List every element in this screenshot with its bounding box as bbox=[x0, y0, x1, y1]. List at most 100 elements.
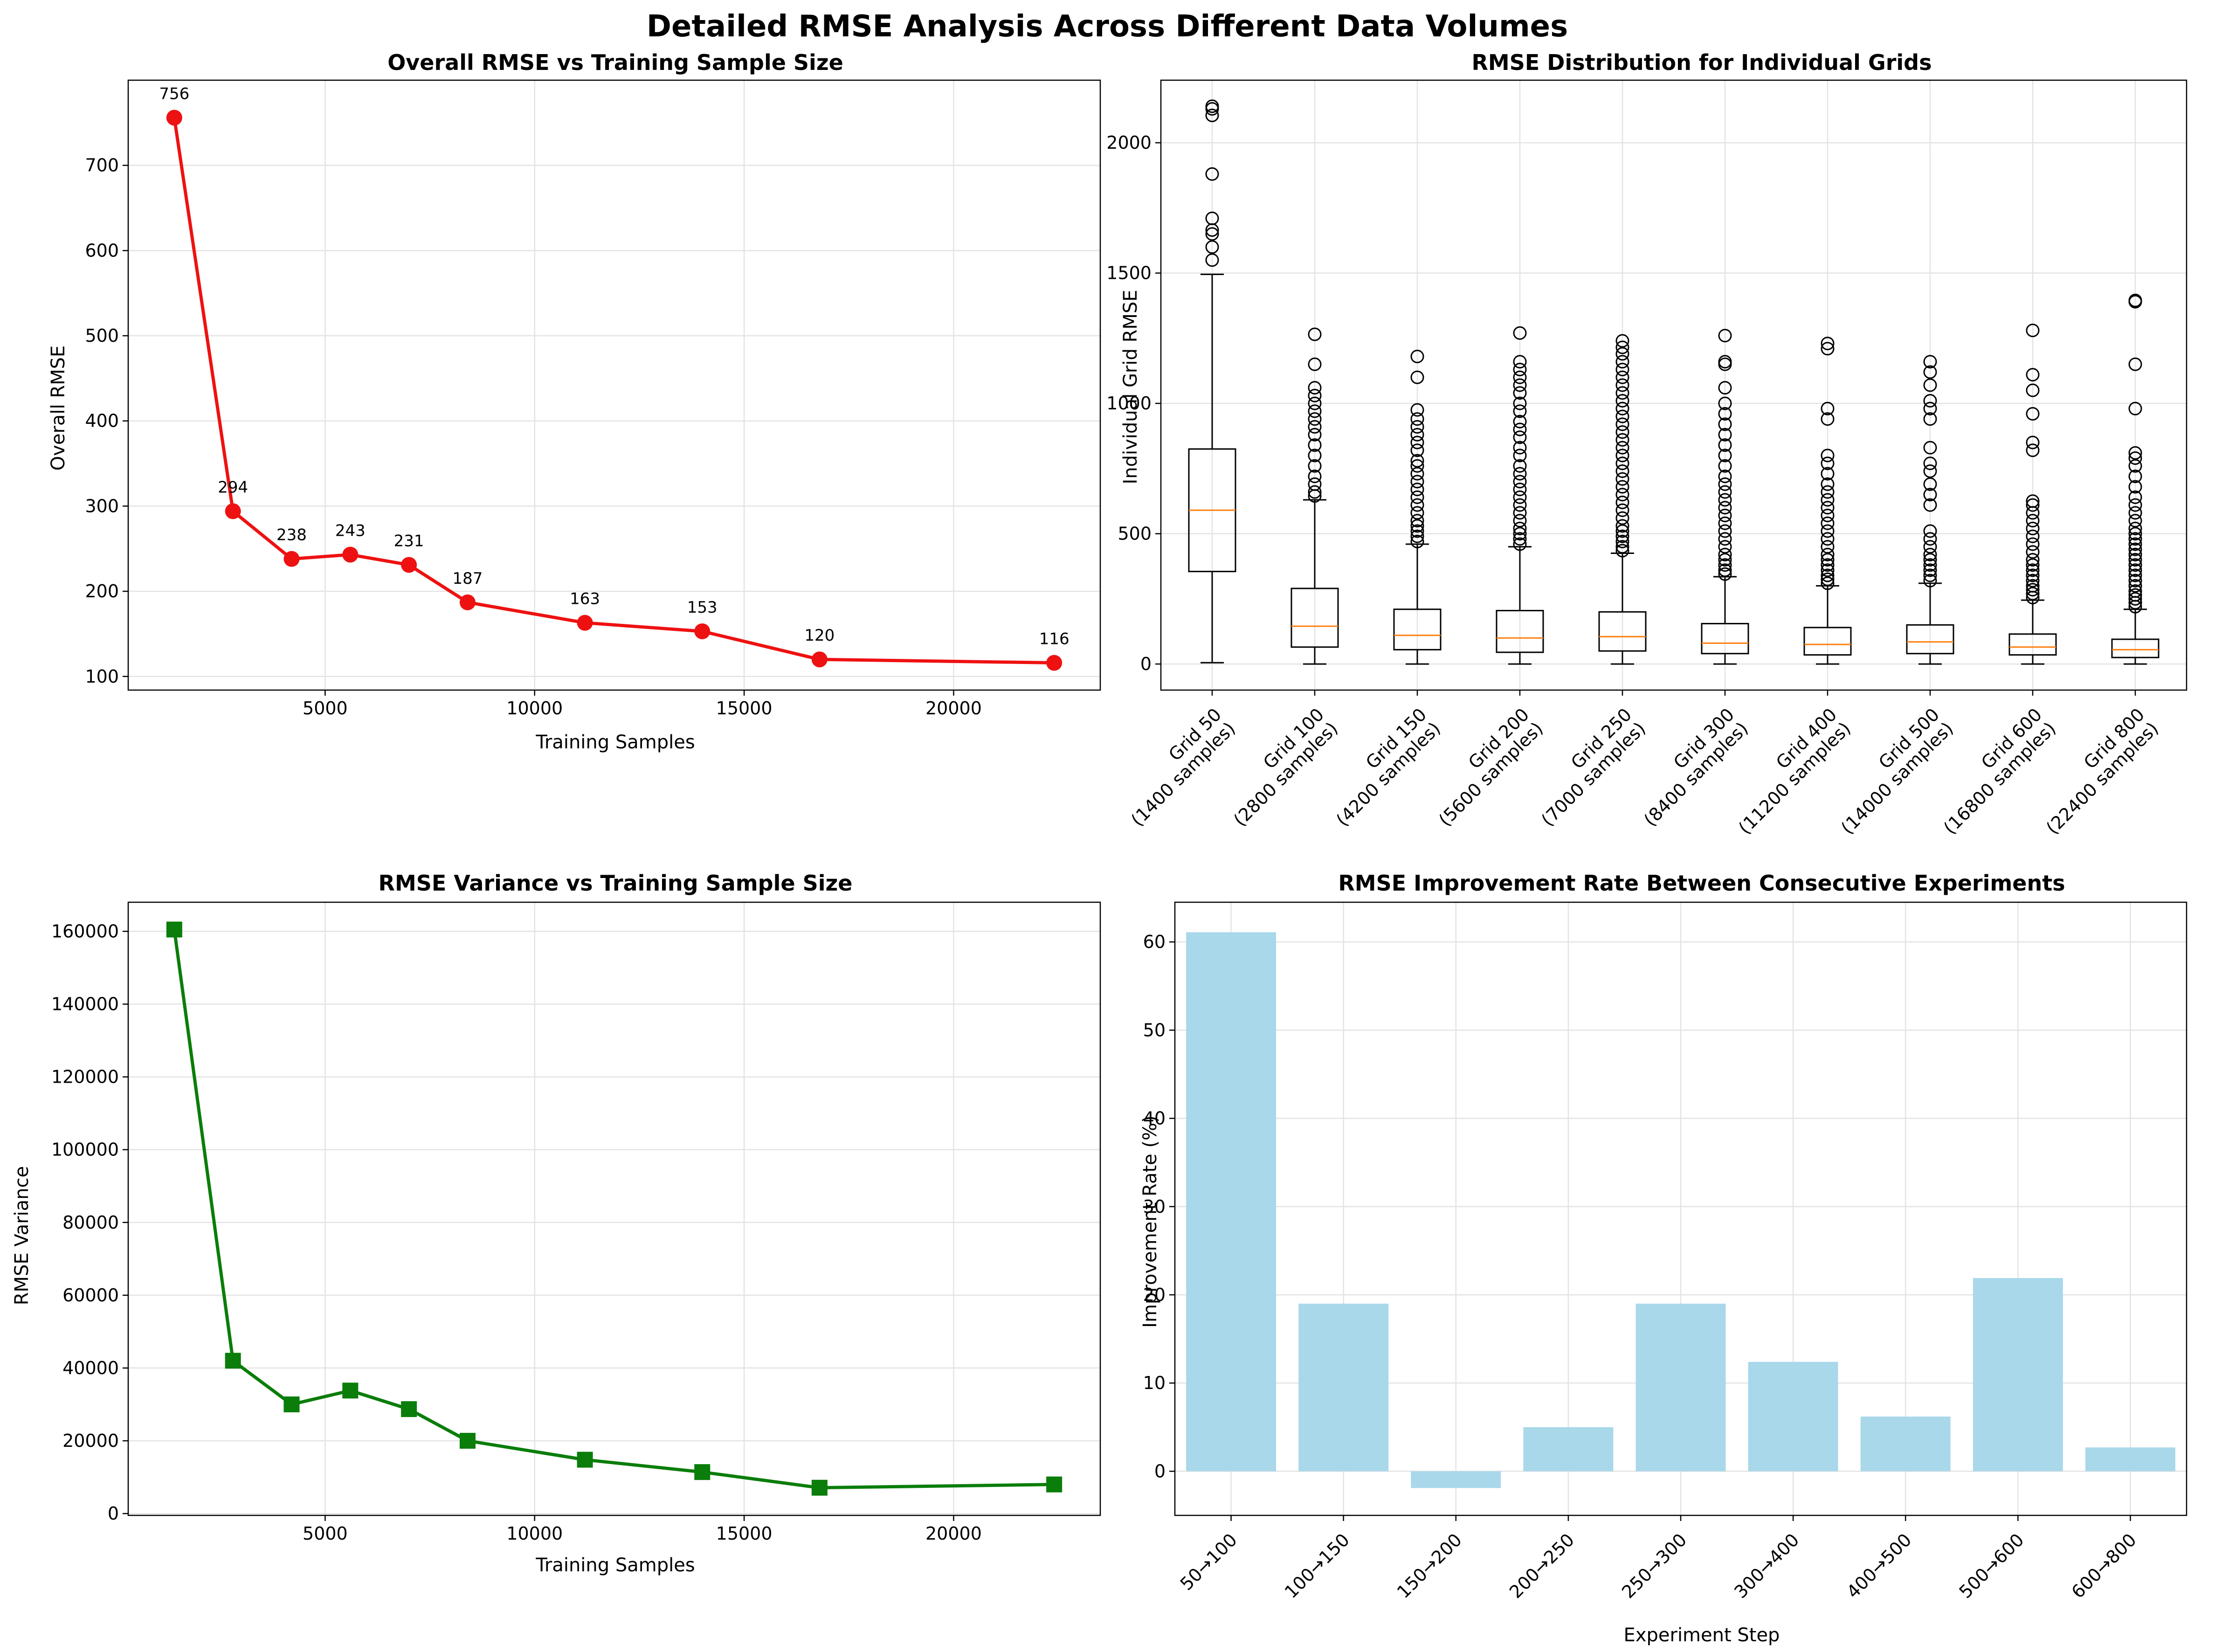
outlier-point bbox=[1923, 553, 1937, 567]
outlier-point bbox=[2128, 506, 2142, 520]
outlier-point bbox=[1821, 532, 1835, 546]
outlier-point bbox=[1513, 449, 1527, 463]
outlier-point bbox=[1923, 558, 1937, 572]
bar bbox=[1411, 1471, 1501, 1488]
outlier-point bbox=[1513, 415, 1527, 429]
x-tick-label: 20000 bbox=[925, 1523, 982, 1544]
outlier-point bbox=[1718, 516, 1732, 530]
outlier-point bbox=[2128, 547, 2142, 561]
outlier-point bbox=[1718, 547, 1732, 561]
outlier-point bbox=[1308, 357, 1322, 371]
outlier-point bbox=[1718, 417, 1732, 431]
y-tick-label: 0 bbox=[1140, 654, 1152, 674]
y-axis-label: Improvement Rate (%) bbox=[1139, 1115, 1161, 1327]
outlier-point bbox=[2026, 537, 2040, 551]
outlier-point bbox=[2026, 494, 2040, 508]
outlier-point bbox=[1410, 443, 1424, 457]
x-tick-label: 5000 bbox=[303, 1523, 348, 1544]
outlier-point bbox=[1513, 521, 1527, 535]
outlier-point bbox=[1513, 506, 1527, 520]
data-label: 294 bbox=[218, 478, 248, 497]
outlier-point bbox=[1308, 428, 1322, 442]
outlier-point bbox=[2128, 537, 2142, 551]
x-tick-label: 10000 bbox=[506, 1523, 563, 1544]
outlier-point bbox=[1821, 485, 1835, 499]
outlier-point bbox=[1923, 412, 1937, 426]
outlier-point bbox=[1615, 456, 1629, 470]
outlier-point bbox=[1513, 527, 1527, 541]
outlier-point bbox=[1718, 396, 1732, 410]
outlier-point bbox=[2026, 587, 2040, 601]
outlier-point bbox=[1513, 370, 1527, 384]
y-tick-label: 500 bbox=[85, 325, 119, 346]
y-tick-label: 120000 bbox=[51, 1067, 119, 1087]
y-tick-label: 2000 bbox=[1106, 132, 1152, 153]
outlier-point bbox=[1718, 355, 1732, 369]
iqr-box bbox=[2008, 633, 2057, 656]
y-tick-label: 20000 bbox=[62, 1431, 119, 1451]
outlier-point bbox=[2026, 545, 2040, 559]
y-tick-label: 200 bbox=[85, 581, 119, 601]
outlier-point bbox=[1410, 529, 1424, 543]
data-point bbox=[225, 1353, 241, 1369]
outlier-point bbox=[1821, 412, 1835, 426]
outlier-point bbox=[1410, 435, 1424, 449]
outlier-point bbox=[1718, 449, 1732, 463]
outlier-point bbox=[1410, 420, 1424, 434]
outlier-point bbox=[1821, 493, 1835, 507]
outlier-point bbox=[2026, 435, 2040, 449]
outlier-point bbox=[1615, 449, 1629, 463]
iqr-box bbox=[1290, 588, 1339, 648]
outlier-point bbox=[1923, 378, 1937, 392]
outlier-point bbox=[1308, 438, 1322, 452]
outlier-point bbox=[1615, 370, 1629, 384]
y-tick-label: 50 bbox=[1143, 1020, 1166, 1040]
outlier-point bbox=[2026, 383, 2040, 397]
outlier-point bbox=[2026, 579, 2040, 593]
outlier-point bbox=[1410, 506, 1424, 520]
outlier-point bbox=[1718, 501, 1732, 515]
chart-title: RMSE Improvement Rate Between Consecutiv… bbox=[1338, 871, 2065, 896]
outlier-point bbox=[1821, 524, 1835, 538]
outlier-point bbox=[1513, 532, 1527, 546]
iqr-box bbox=[2111, 638, 2160, 658]
outlier-point bbox=[1923, 441, 1937, 455]
outlier-point bbox=[1615, 401, 1629, 415]
data-label: 187 bbox=[452, 569, 483, 588]
data-point bbox=[1046, 655, 1063, 671]
outlier-point bbox=[1718, 567, 1732, 581]
outlier-point bbox=[1718, 428, 1732, 442]
x-axis-label: Experiment Step bbox=[1624, 1624, 1780, 1646]
outlier-point bbox=[1718, 524, 1732, 538]
outlier-point bbox=[2128, 553, 2142, 567]
rmse-variance-chart: RMSE Variance vs Training Sample Size Tr… bbox=[11, 871, 1101, 1576]
outlier-point bbox=[2128, 480, 2142, 494]
outlier-point bbox=[1308, 404, 1322, 418]
outlier-point bbox=[1821, 508, 1835, 522]
outlier-point bbox=[1513, 355, 1527, 369]
outlier-point bbox=[2128, 592, 2142, 606]
outlier-point bbox=[2128, 451, 2142, 465]
outlier-point bbox=[1615, 378, 1629, 392]
data-point bbox=[811, 651, 828, 668]
outlier-point bbox=[1410, 370, 1424, 384]
outlier-point bbox=[1205, 240, 1219, 254]
y-tick-label: 100000 bbox=[51, 1140, 119, 1160]
data-point bbox=[577, 615, 593, 631]
data-point bbox=[459, 1433, 476, 1449]
outlier-point bbox=[1308, 396, 1322, 410]
data-point bbox=[694, 623, 711, 639]
y-tick-label: 600 bbox=[85, 240, 119, 261]
outlier-point bbox=[2128, 446, 2142, 460]
outlier-point bbox=[1615, 362, 1629, 376]
data-label: 116 bbox=[1039, 630, 1070, 649]
iqr-box bbox=[1496, 610, 1544, 653]
y-tick-label: 700 bbox=[85, 155, 119, 176]
outlier-point bbox=[1923, 355, 1937, 369]
chart-title: Overall RMSE vs Training Sample Size bbox=[387, 50, 843, 75]
y-tick-label: 40 bbox=[1143, 1108, 1166, 1129]
outlier-point bbox=[1923, 524, 1937, 538]
outlier-point bbox=[1308, 412, 1322, 426]
data-label: 163 bbox=[570, 590, 600, 608]
